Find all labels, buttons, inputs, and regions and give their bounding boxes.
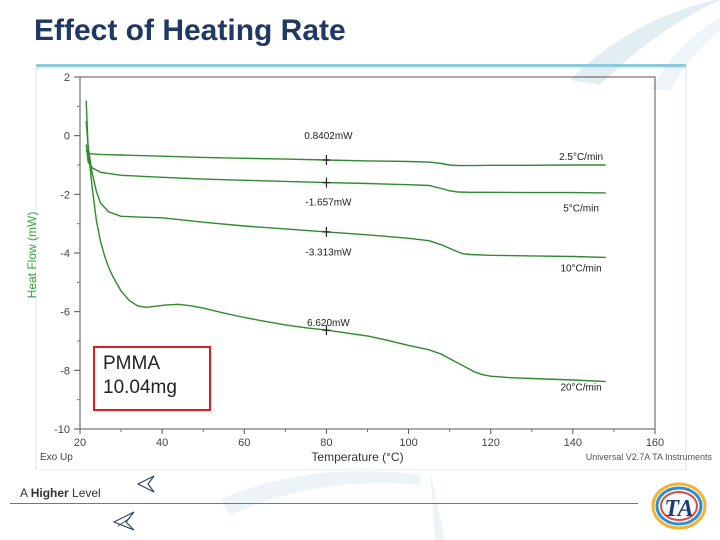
slide-title: Effect of Heating Rate: [34, 14, 346, 47]
x-tick-label: 20: [74, 437, 86, 449]
footer-rule: [10, 503, 638, 504]
y-tick-label: 0: [64, 131, 70, 143]
series-line-1: [85, 149, 606, 167]
chart-outer-frame: [35, 67, 687, 470]
rate-label-3: 10°C/min: [560, 264, 601, 275]
x-tick-label: 80: [320, 437, 332, 449]
annotation-label-2: -1.657mW: [305, 198, 352, 209]
rate-label-4: 20°C/min: [560, 382, 601, 393]
x-tick-label: 140: [564, 437, 582, 449]
y-tick-label: -10: [54, 424, 70, 436]
tagline-bold: Higher: [30, 486, 69, 500]
annotation-label-3: -3.313mW: [305, 248, 352, 259]
x-tick-label: 100: [399, 437, 417, 449]
title-rule: [36, 64, 686, 67]
instrument-label: Universal V2.7A TA Instruments: [586, 452, 713, 462]
rate-label-2: 5°C/min: [563, 204, 599, 215]
background-swoosh-bottom: [220, 470, 445, 540]
exo-up-label: Exo Up: [40, 452, 73, 463]
y-tick-label: -6: [60, 307, 70, 319]
annotation-label-1: 0.8402mW: [304, 131, 353, 142]
y-tick-label: 2: [64, 72, 70, 84]
tagline-suffix: Level: [68, 486, 101, 500]
sample-material: PMMA: [103, 353, 160, 374]
ta-logo-text: TA: [664, 496, 693, 522]
y-axis-label: Heat Flow (mW): [25, 212, 39, 299]
series-line-3: [85, 120, 606, 259]
y-tick-label: -8: [60, 365, 70, 377]
annotation-label-4: 6.620mW: [307, 318, 350, 329]
arrow-mark-icon: [112, 511, 135, 531]
ta-logo: TA: [651, 482, 707, 530]
sample-mass: 10.04mg: [103, 377, 177, 398]
x-axis-label: Temperature (°C): [311, 450, 403, 464]
tagline-prefix: A: [20, 486, 31, 500]
series-line-4: [85, 100, 606, 383]
y-tick-label: -2: [60, 189, 70, 201]
x-tick-label: 60: [238, 437, 250, 449]
x-tick-label: 160: [646, 437, 664, 449]
series-line-2: [85, 144, 606, 194]
x-tick-label: 40: [156, 437, 168, 449]
background-swoosh-top: [570, 0, 720, 90]
rate-label-1: 2.5°C/min: [559, 152, 603, 163]
arrow-mark-icon: [136, 475, 155, 493]
y-tick-label: -4: [60, 248, 70, 260]
tagline: A Higher Level: [20, 486, 101, 500]
sample-info-box: PMMA 10.04mg: [93, 346, 211, 411]
x-tick-label: 120: [482, 437, 500, 449]
